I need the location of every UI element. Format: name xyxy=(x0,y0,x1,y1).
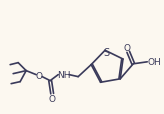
Text: O: O xyxy=(36,71,43,80)
Text: S: S xyxy=(103,48,110,58)
Text: O: O xyxy=(49,94,56,103)
Text: NH: NH xyxy=(57,71,71,79)
Text: O: O xyxy=(124,43,131,52)
Text: OH: OH xyxy=(147,58,161,67)
